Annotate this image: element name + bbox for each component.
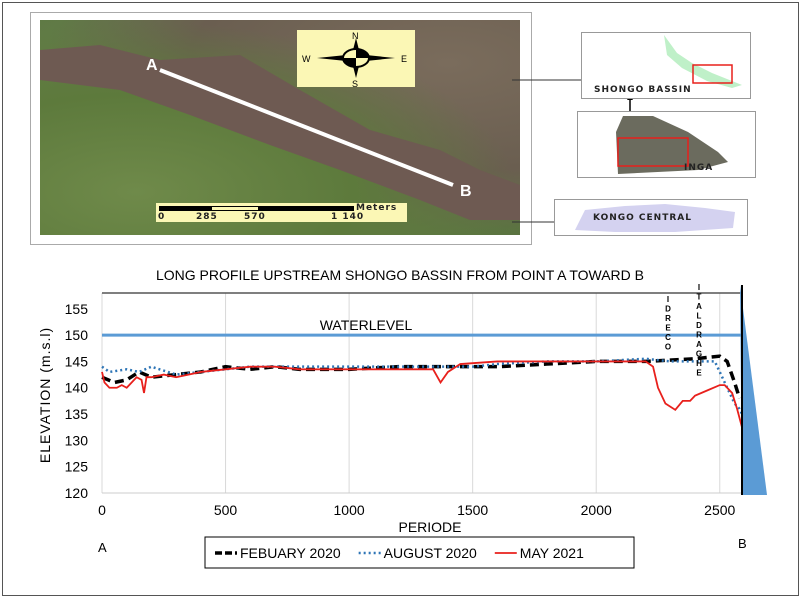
waterlevel-label: WATERLEVEL: [320, 317, 413, 333]
vertical-label-letter: A: [696, 340, 702, 349]
vertical-label-letter: L: [697, 312, 702, 321]
x-axis-label: PERIODE: [398, 519, 461, 535]
scale-tick: 570: [244, 212, 266, 222]
legend-label: MAY 2021: [520, 545, 584, 561]
inset-inga: INGA: [577, 111, 756, 178]
x-tick-labels: 0 500 1000 1500 2000 2500: [98, 502, 735, 518]
vertical-label-letter: D: [665, 305, 671, 314]
y-axis-label: ELEVATION (m.s.l): [37, 327, 53, 463]
x-tick-label: 0: [98, 502, 106, 518]
vertical-label-letter: E: [696, 369, 702, 378]
vertical-label-letter: O: [665, 343, 671, 352]
vertical-label-letter: D: [696, 321, 702, 330]
dam-wall-shape: [740, 285, 767, 495]
series-line-august-2020: [101, 357, 744, 415]
compass-icon: N S W E: [302, 31, 407, 89]
y-tick-label: 120: [65, 485, 89, 501]
vertical-label-letter: I: [698, 283, 700, 292]
y-tick-labels: 120 125 130 135 140 145 150 155: [65, 301, 89, 501]
vertical-label-letter: A: [696, 302, 702, 311]
compass-n: N: [352, 31, 359, 41]
vertical-label-letter: E: [665, 324, 671, 333]
x-tick-label: 500: [214, 502, 238, 518]
satellite-map: A B: [40, 20, 520, 235]
compass-s: S: [352, 79, 358, 87]
scale-tick: 0: [158, 212, 166, 222]
scale-bar: Meters 0 285 570 1 140: [156, 203, 407, 222]
inset-shongo-bassin: SHONGO BASSIN: [581, 32, 751, 99]
compass-e: E: [401, 54, 407, 64]
series-group: [101, 354, 744, 428]
scale-tick: 1 140: [331, 212, 365, 222]
point-b-label: B: [460, 183, 472, 200]
compass-w: W: [302, 54, 311, 64]
x-tick-label: 1500: [457, 502, 488, 518]
compass-rose: N S W E: [297, 30, 415, 89]
river-overlay: A B: [40, 45, 520, 220]
profile-line-a-b: [159, 68, 454, 187]
series-line-febuary-2020: [101, 354, 742, 399]
vertical-label-letter: G: [696, 350, 702, 359]
scale-unit: Meters: [356, 203, 398, 213]
legend: FEBUARY 2020 AUGUST 2020 MAY 2021: [204, 536, 635, 569]
endpoint-b-label: B: [738, 536, 747, 551]
vertical-label-letter: R: [665, 314, 671, 323]
inset-label-kongo: KONGO CENTRAL: [593, 213, 692, 223]
river-water: [40, 45, 520, 220]
inset-label-shongo: SHONGO BASSIN: [594, 85, 692, 95]
gridlines: [101, 293, 721, 493]
y-tick-label: 130: [65, 432, 89, 448]
y-tick-label: 125: [65, 459, 89, 475]
y-tick-label: 135: [65, 406, 89, 422]
inset-label-inga: INGA: [684, 163, 714, 173]
x-tick-label: 2000: [581, 502, 612, 518]
series-line-may-2021: [101, 360, 743, 428]
legend-label: AUGUST 2020: [384, 545, 477, 561]
y-tick-label: 150: [65, 327, 89, 343]
x-tick-label: 2500: [704, 502, 735, 518]
chart-title: LONG PROFILE UPSTREAM SHONGO BASSIN FROM…: [156, 267, 644, 283]
endpoint-a-label: A: [98, 540, 107, 555]
vertical-label-letter: C: [665, 333, 671, 342]
legend-label: FEBUARY 2020: [240, 545, 341, 561]
x-tick-label: 1000: [334, 502, 365, 518]
long-profile-chart: LONG PROFILE UPSTREAM SHONGO BASSIN FROM…: [37, 267, 767, 569]
vertical-label-letter: T: [697, 293, 702, 302]
point-a-label: A: [146, 57, 158, 74]
vertical-label-letter: R: [696, 331, 702, 340]
vertical-label-letter: I: [667, 295, 669, 304]
vertical-label-letter: H: [696, 359, 702, 368]
scale-tick: 285: [196, 212, 218, 222]
y-tick-label: 140: [65, 380, 89, 396]
y-tick-label: 155: [65, 301, 89, 317]
y-tick-label: 145: [65, 353, 89, 369]
inset-kongo-central: KONGO CENTRAL: [554, 199, 748, 236]
